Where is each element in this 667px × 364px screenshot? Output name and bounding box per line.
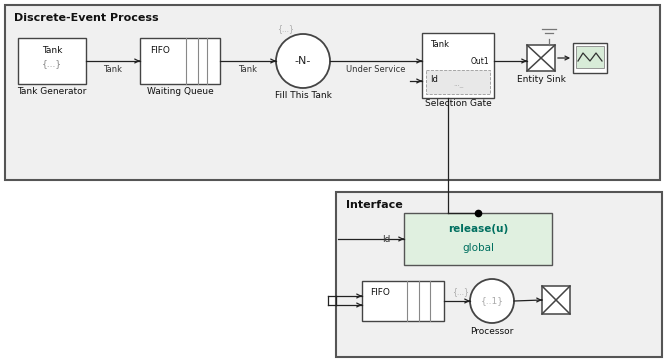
Bar: [140, 38, 220, 84]
Text: FIFO: FIFO: [370, 288, 390, 297]
Text: Discrete-Event Process: Discrete-Event Process: [14, 13, 159, 23]
Text: Waiting Queue: Waiting Queue: [147, 87, 213, 95]
Text: Tank: Tank: [42, 46, 62, 55]
Text: {...}: {...}: [452, 287, 469, 296]
Bar: [576, 46, 604, 68]
Text: Selection Gate: Selection Gate: [425, 99, 492, 108]
Bar: [527, 45, 555, 71]
Text: Entity Sink: Entity Sink: [516, 75, 566, 83]
Bar: [422, 33, 494, 98]
Text: Fill This Tank: Fill This Tank: [275, 91, 331, 100]
Text: Under Service: Under Service: [346, 65, 406, 74]
Text: Processor: Processor: [470, 327, 514, 336]
Text: Tank Generator: Tank Generator: [17, 87, 87, 95]
Text: global: global: [462, 243, 494, 253]
Text: Tank: Tank: [239, 65, 257, 74]
Bar: [542, 286, 570, 314]
Bar: [426, 70, 490, 94]
Bar: [362, 281, 444, 321]
Text: release(u): release(u): [448, 224, 508, 234]
Text: -N-: -N-: [295, 56, 311, 66]
Text: Id: Id: [382, 234, 390, 244]
Bar: [573, 43, 607, 73]
Text: Interface: Interface: [346, 200, 403, 210]
Text: ..._: ..._: [453, 82, 463, 88]
Ellipse shape: [470, 279, 514, 323]
Text: Tank: Tank: [430, 40, 449, 49]
Text: Out1: Out1: [470, 57, 489, 66]
Bar: [18, 38, 86, 84]
Bar: [404, 213, 552, 265]
Text: {...}: {...}: [42, 59, 62, 68]
Bar: [336, 192, 662, 357]
Text: Tank: Tank: [103, 65, 123, 74]
Text: FIFO: FIFO: [150, 46, 170, 55]
Text: {...}: {...}: [277, 24, 293, 33]
Ellipse shape: [276, 34, 330, 88]
Text: {..1}: {..1}: [480, 297, 504, 305]
Bar: [5, 5, 660, 180]
Text: Id: Id: [430, 75, 438, 84]
